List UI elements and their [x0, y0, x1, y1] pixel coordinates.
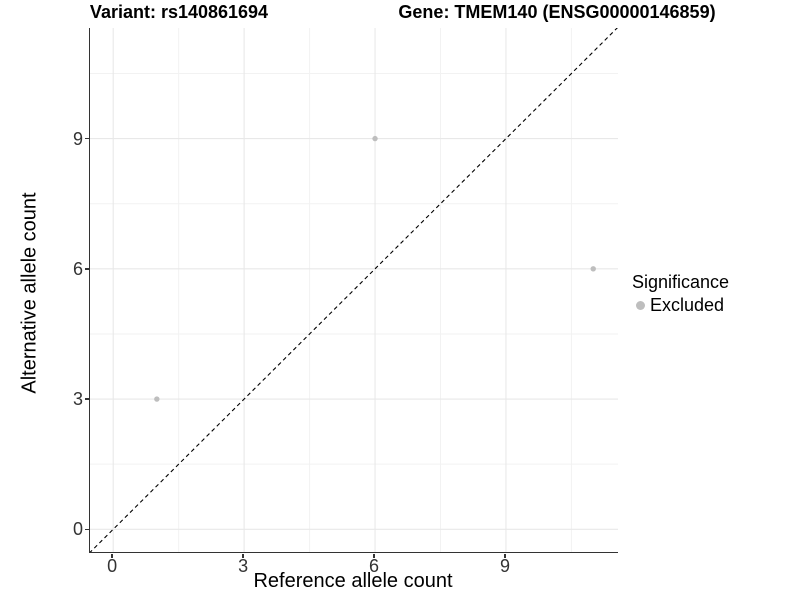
legend-title: Significance [632, 272, 730, 292]
identity-dashed-line [90, 28, 618, 552]
x-tick-label: 9 [499, 556, 510, 576]
legend-key-dot-icon [636, 300, 645, 310]
y-tick-mark [84, 137, 89, 140]
plot-canvas [90, 28, 618, 552]
y-tick-label: 6 [72, 258, 83, 279]
x-tick-label: 0 [107, 556, 118, 576]
x-tick-mark [111, 553, 113, 559]
legend-entry-excluded: Excluded [630, 295, 729, 315]
legend: Significance Excluded [630, 272, 729, 315]
y-tick-label: 9 [72, 128, 83, 149]
x-tick-label: 6 [369, 556, 380, 576]
y-tick-mark [84, 528, 89, 531]
x-axis-title: Reference allele count [253, 570, 453, 592]
x-tick-mark [373, 553, 375, 559]
data-point [372, 135, 378, 142]
legend-entry-label: Excluded [650, 295, 725, 315]
plot-title-variant: Variant: rs140861694 [89, 2, 269, 22]
x-tick-label: 3 [238, 556, 249, 576]
y-tick-label: 0 [72, 519, 83, 540]
y-tick-mark [84, 398, 89, 400]
x-tick-mark [242, 553, 244, 559]
x-tick-mark [504, 553, 506, 559]
plot-panel [89, 28, 618, 553]
plot-title-gene: Gene: TMEM140 (ENSG00000146859) [398, 2, 716, 22]
y-tick-label: 3 [72, 389, 83, 410]
data-point [590, 266, 596, 272]
data-point [154, 396, 160, 402]
y-tick-mark [84, 268, 89, 270]
y-axis-title: Alternative allele count [18, 192, 41, 394]
